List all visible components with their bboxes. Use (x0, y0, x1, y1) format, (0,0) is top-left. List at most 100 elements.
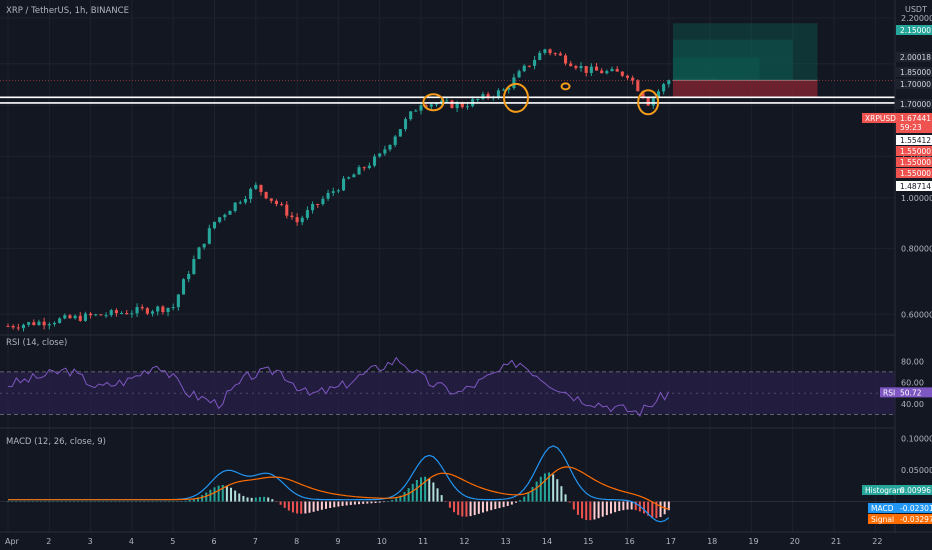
candle-body (99, 314, 103, 316)
macd-histogram-bar (539, 476, 542, 502)
take-profit-zone[interactable] (672, 23, 818, 81)
symbol-title[interactable]: XRP / TetherUS, 1h, BINANCE (6, 6, 129, 16)
candle-body (605, 71, 609, 74)
price-label-tag[interactable] (896, 135, 932, 145)
macd-histogram-bar (230, 487, 233, 502)
macd-histogram-bar (85, 501, 88, 503)
symbol-tag[interactable] (862, 113, 896, 123)
macd-histogram-bar (510, 501, 513, 505)
candle-body (58, 318, 62, 323)
price-label-tag[interactable] (896, 99, 932, 109)
candle-body (73, 315, 77, 319)
candle-body (187, 273, 191, 280)
price-label-tag[interactable] (896, 157, 932, 167)
candle-body (321, 198, 325, 205)
candle-body (42, 321, 46, 326)
candle-body (32, 322, 36, 326)
macd-histogram-bar (31, 501, 34, 503)
candle-body (223, 214, 227, 218)
time-tick: 6 (212, 537, 217, 546)
candle-body (460, 103, 464, 108)
macd-histogram-bar (601, 501, 604, 517)
macd-histogram-bar (151, 501, 154, 503)
rsi-pane[interactable]: 80.00 60.00 40.00 RSI 50.72 (0, 356, 932, 417)
annotation-ellipse[interactable] (637, 89, 660, 116)
price-label-tag[interactable] (896, 146, 932, 156)
candle-body (517, 71, 521, 78)
candle-body (166, 307, 170, 313)
price-label-tag[interactable] (896, 25, 932, 35)
annotation-ellipse[interactable] (422, 93, 445, 112)
take-profit-zone[interactable] (672, 76, 719, 81)
take-profit-zone[interactable] (672, 39, 793, 81)
candlestick-series[interactable] (6, 48, 671, 332)
price-axis[interactable]: 2.20000 1.20000 1.00000 0.80000 0.60000 2.150… (862, 14, 932, 319)
candle-body (388, 144, 392, 150)
macd-histogram-bar (287, 501, 290, 511)
macd-histogram-bar (597, 501, 600, 519)
candle-body (512, 77, 516, 88)
macd-histogram-bar (48, 501, 51, 503)
price-label-tag[interactable] (896, 168, 932, 178)
time-tick: 15 (583, 537, 593, 546)
macd-histogram-bar (609, 501, 612, 514)
signal-line[interactable] (8, 466, 669, 510)
candle-body (434, 103, 439, 105)
macd-histogram-bar (552, 474, 555, 502)
macd-tag-label: MACD (871, 504, 894, 513)
macd-histogram-bar (391, 500, 394, 502)
candle-body (465, 106, 470, 108)
candle-body (135, 307, 139, 314)
candle-body (326, 192, 330, 199)
take-profit-zone[interactable] (672, 57, 760, 81)
time-tick: 8 (294, 537, 299, 546)
macd-value-tag[interactable] (868, 503, 932, 513)
candle-body (89, 313, 93, 316)
grid-lines (0, 0, 895, 532)
macd-title[interactable]: MACD (12, 26, close, 9) (6, 437, 106, 447)
macd-histogram-bar (250, 497, 253, 502)
price-label-text: 1.85000 (900, 68, 931, 77)
macd-histogram-bar (490, 501, 493, 511)
macd-histogram-bar (106, 501, 109, 503)
rsi-line[interactable] (7, 356, 670, 417)
macd-histogram-bar (238, 493, 241, 502)
macd-histogram-bar (634, 501, 637, 511)
stop-loss-zone[interactable] (672, 80, 818, 98)
price-label-tag[interactable] (896, 52, 932, 62)
last-price-tag[interactable] (896, 113, 932, 133)
drawing-annotations[interactable] (422, 82, 660, 116)
countdown-text: 59:23 (900, 123, 922, 132)
annotation-loop[interactable] (560, 82, 571, 91)
price-label-tag[interactable] (896, 79, 932, 89)
macd-histogram-bar (366, 501, 369, 504)
candle-body (533, 60, 537, 66)
macd-histogram-bar (630, 501, 633, 510)
rsi-value-tag[interactable] (880, 387, 932, 398)
macd-histogram-bar (581, 501, 584, 519)
macd-histogram-bar (461, 501, 464, 517)
macd-histogram-bar (81, 501, 84, 503)
support-lines[interactable] (0, 96, 895, 104)
macd-histogram-bar (155, 501, 158, 503)
candle-body (197, 247, 201, 260)
time-axis[interactable]: Apr 2 3 4 5 6 7 8 9 10 11 12 13 14 15 16 17 18 19 20 21 22 (5, 537, 882, 546)
candle-body (78, 315, 82, 321)
rsi-title[interactable]: RSI (14, close) (6, 338, 67, 348)
price-label-tag[interactable] (896, 181, 932, 191)
candle-body (496, 90, 500, 98)
macd-value-tag[interactable] (868, 514, 932, 524)
macd-histogram-bar (473, 501, 476, 516)
macd-value-tag[interactable] (862, 485, 932, 495)
annotation-ellipse[interactable] (502, 82, 529, 113)
macd-histogram-bar (667, 501, 670, 511)
candle-body (398, 129, 402, 137)
macd-histogram-bar (246, 497, 249, 502)
macd-histogram-bar (122, 501, 125, 503)
macd-histogram-bar (626, 501, 629, 510)
price-label-tag[interactable] (896, 67, 932, 77)
macd-histogram-bar (548, 472, 551, 502)
macd-histogram-bar (60, 501, 63, 503)
